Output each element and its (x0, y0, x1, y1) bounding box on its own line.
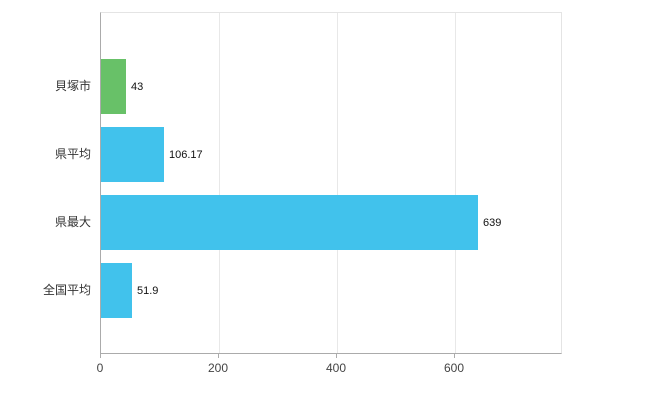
bar-value-label: 51.9 (137, 284, 159, 297)
bar-0 (101, 59, 126, 114)
x-tick-label: 400 (325, 361, 347, 375)
bar-value-label: 639 (483, 216, 502, 229)
x-axis-tick (218, 353, 219, 358)
x-tick-label: 200 (207, 361, 229, 375)
bar-3 (101, 263, 132, 318)
category-label: 県平均 (54, 146, 91, 161)
x-axis-tick (100, 353, 101, 358)
x-tick-label: 0 (96, 361, 104, 375)
plot-area: 43 106.17 639 51.9 (100, 12, 562, 354)
bar-2 (101, 195, 478, 250)
category-label: 県最大 (54, 214, 91, 229)
category-label: 貝塚市 (54, 78, 91, 93)
x-axis-tick (454, 353, 455, 358)
x-tick-label: 600 (443, 361, 465, 375)
x-gridline (337, 13, 338, 353)
bar-1 (101, 127, 164, 182)
category-label: 全国平均 (42, 282, 91, 297)
x-axis-tick (336, 353, 337, 358)
x-gridline (219, 13, 220, 353)
x-gridline (455, 13, 456, 353)
bar-value-label: 43 (131, 80, 144, 93)
bar-value-label: 106.17 (169, 148, 203, 161)
